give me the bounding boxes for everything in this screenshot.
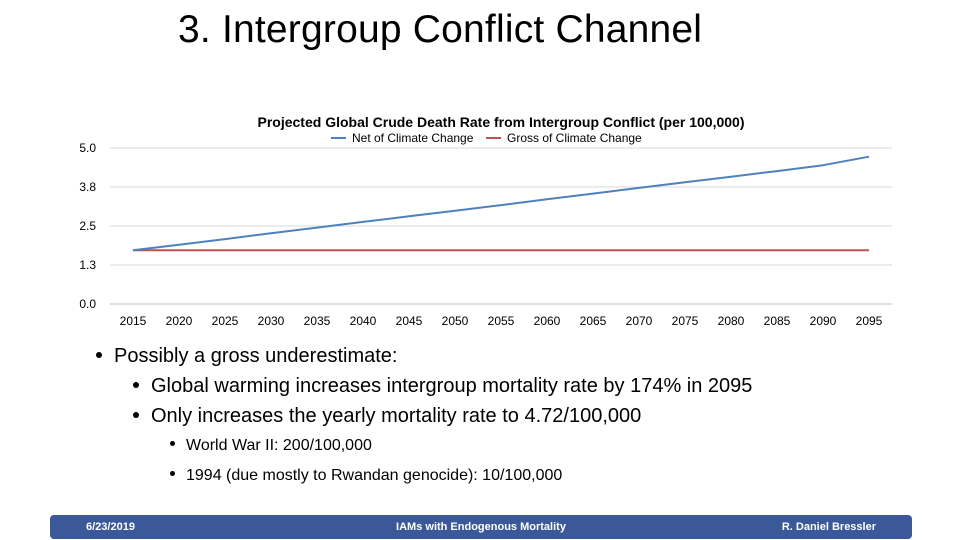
x-tick-label: 2040 xyxy=(350,314,377,328)
bullet-level3: 1994 (due mostly to Rwandan genocide): 1… xyxy=(170,463,916,493)
x-tick-label: 2030 xyxy=(258,314,285,328)
bullet-text: 1994 (due mostly to Rwandan genocide): 1… xyxy=(186,467,563,484)
x-tick-label: 2070 xyxy=(626,314,653,328)
bullet-text: World War II: 200/100,000 xyxy=(186,437,372,454)
x-tick-label: 2095 xyxy=(856,314,883,328)
x-tick-label: 2075 xyxy=(672,314,699,328)
bullet-level2: Global warming increases intergroup mort… xyxy=(133,373,916,403)
x-tick-label: 2020 xyxy=(166,314,193,328)
bullet-dot-icon xyxy=(170,471,175,477)
x-tick-label: 2065 xyxy=(580,314,607,328)
x-tick-label: 2060 xyxy=(534,314,561,328)
legend-label-1: Net of Climate Change xyxy=(352,131,474,145)
x-tick-label: 2080 xyxy=(718,314,745,328)
slide-title: 3. Intergroup Conflict Channel xyxy=(178,8,703,51)
legend-label-2: Gross of Climate Change xyxy=(507,131,642,145)
bullet-dot-icon xyxy=(96,351,102,358)
bullet-dot-icon xyxy=(133,411,139,418)
x-tick-label: 2045 xyxy=(396,314,423,328)
footer-title: IAMs with Endogenous Mortality xyxy=(396,521,566,533)
bullet-dot-icon xyxy=(133,381,139,388)
bullet-level2: Only increases the yearly mortality rate… xyxy=(133,403,916,433)
series-line-1 xyxy=(132,155,870,252)
y-tick-label: 5.0 xyxy=(79,141,96,155)
chart-title: Projected Global Crude Death Rate from I… xyxy=(258,114,745,130)
x-tick-label: 2090 xyxy=(810,314,837,328)
bullet-dot-icon xyxy=(170,441,175,447)
x-tick-label: 2050 xyxy=(442,314,469,328)
footer-date: 6/23/2019 xyxy=(86,521,135,533)
death-rate-chart: Projected Global Crude Death Rate from I… xyxy=(70,110,910,342)
x-tick-label: 2055 xyxy=(488,314,515,328)
y-tick-label: 3.8 xyxy=(79,180,96,194)
y-tick-label: 2.5 xyxy=(79,219,96,233)
bullet-text: Possibly a gross underestimate: xyxy=(114,345,398,367)
bullet-level3: World War II: 200/100,000 xyxy=(170,433,916,463)
chart-svg: Projected Global Crude Death Rate from I… xyxy=(79,114,892,328)
x-tick-label: 2015 xyxy=(120,314,147,328)
bullet-text: Only increases the yearly mortality rate… xyxy=(151,405,642,427)
x-tick-label: 2035 xyxy=(304,314,331,328)
bullet-list: Possibly a gross underestimate: Global w… xyxy=(96,343,916,493)
x-tick-label: 2025 xyxy=(212,314,239,328)
y-tick-label: 0.0 xyxy=(79,297,96,311)
footer-bar: 6/23/2019 IAMs with Endogenous Mortality… xyxy=(50,515,912,539)
footer-author: R. Daniel Bressler xyxy=(781,521,876,533)
bullet-level1: Possibly a gross underestimate: xyxy=(96,343,916,373)
bullet-text: Global warming increases intergroup mort… xyxy=(151,375,753,397)
y-tick-label: 1.3 xyxy=(79,258,96,272)
x-tick-label: 2085 xyxy=(764,314,791,328)
